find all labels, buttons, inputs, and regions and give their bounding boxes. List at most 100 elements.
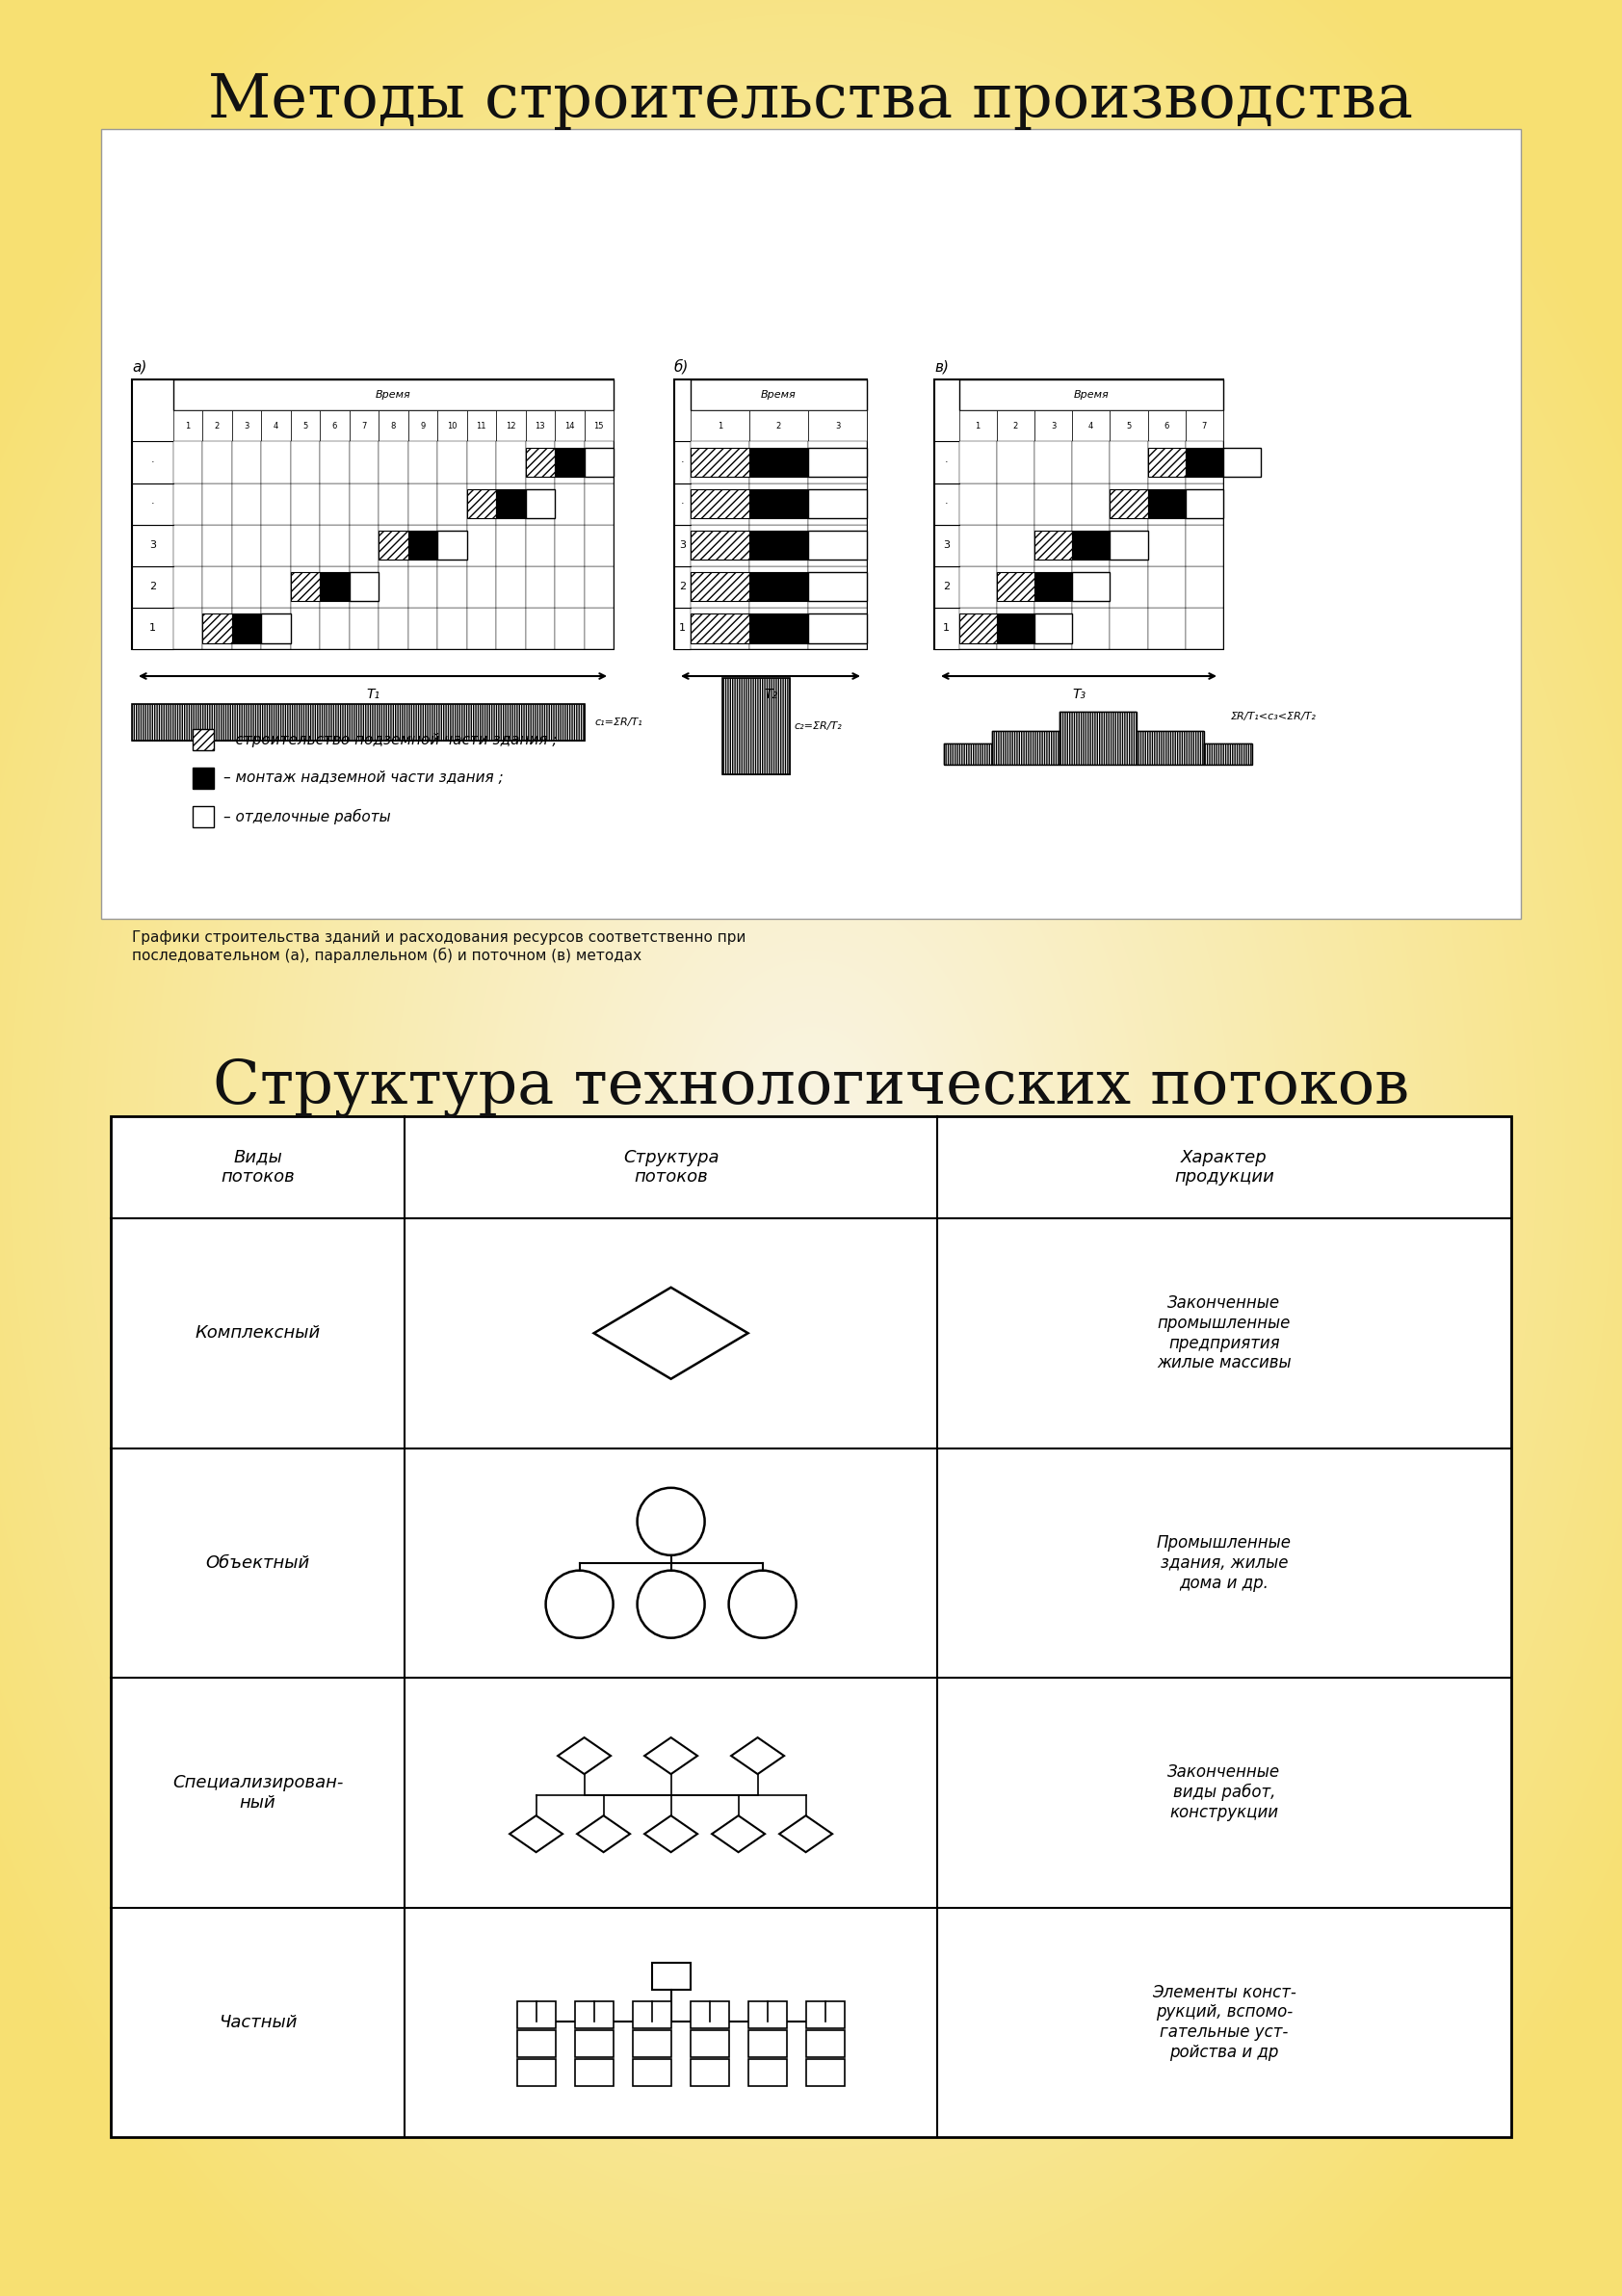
Text: ·: · — [151, 457, 154, 466]
Bar — [203, 523, 232, 567]
Text: 5: 5 — [1126, 422, 1131, 429]
Bar — [749, 572, 808, 602]
Bar — [691, 482, 749, 523]
Text: ·: · — [946, 498, 949, 510]
Bar — [808, 523, 866, 567]
Text: 2: 2 — [680, 581, 686, 592]
Bar — [959, 482, 996, 523]
Bar — [261, 411, 290, 441]
Bar — [290, 567, 320, 608]
Bar — [1035, 567, 1072, 608]
Bar — [496, 489, 526, 519]
Bar — [808, 441, 866, 482]
Bar — [1035, 530, 1072, 560]
Bar — [131, 379, 613, 650]
Text: 2: 2 — [214, 422, 219, 429]
Bar — [808, 613, 866, 643]
Bar — [806, 2002, 845, 2027]
Bar — [526, 567, 555, 608]
Polygon shape — [644, 1816, 697, 1853]
Text: 14: 14 — [564, 422, 574, 429]
Bar — [584, 608, 613, 650]
Bar — [633, 2002, 672, 2027]
Bar — [691, 448, 749, 478]
Text: 3: 3 — [680, 540, 686, 551]
Text: Структура технологических потоков: Структура технологических потоков — [212, 1058, 1410, 1118]
Bar — [1059, 712, 1137, 765]
Text: 1: 1 — [149, 625, 156, 634]
Bar — [749, 523, 808, 567]
Bar — [1148, 411, 1186, 441]
Bar — [378, 411, 407, 441]
Bar — [1035, 608, 1072, 650]
Bar — [496, 411, 526, 441]
Bar — [1109, 608, 1148, 650]
Bar — [467, 411, 496, 441]
Text: 1: 1 — [680, 625, 686, 634]
Bar — [691, 567, 749, 608]
Bar — [1148, 523, 1186, 567]
Bar — [722, 677, 790, 774]
Bar — [748, 2030, 787, 2057]
Bar — [526, 482, 555, 523]
Bar — [378, 482, 407, 523]
Text: 4: 4 — [272, 422, 279, 429]
Bar — [261, 441, 290, 482]
Bar — [1035, 572, 1072, 602]
Bar — [320, 572, 349, 602]
Bar — [110, 1116, 1512, 2138]
Text: T₃: T₃ — [1072, 687, 1085, 700]
Text: Частный: Частный — [219, 2014, 297, 2032]
Circle shape — [545, 1570, 613, 1637]
Bar — [691, 411, 749, 441]
Polygon shape — [732, 1738, 783, 1775]
Bar — [320, 608, 349, 650]
Bar — [290, 608, 320, 650]
Bar — [261, 482, 290, 523]
Text: Время: Время — [1074, 390, 1109, 400]
Text: 3: 3 — [149, 540, 156, 551]
Bar — [1035, 441, 1072, 482]
Bar — [232, 523, 261, 567]
Bar — [526, 441, 555, 482]
Bar — [131, 705, 584, 742]
Bar — [808, 530, 866, 560]
Bar — [320, 411, 349, 441]
Bar — [691, 613, 749, 643]
Bar — [232, 411, 261, 441]
Bar — [1148, 441, 1186, 482]
Text: T₁: T₁ — [367, 687, 380, 700]
Bar — [467, 608, 496, 650]
Bar — [691, 530, 749, 560]
Text: 13: 13 — [535, 422, 545, 429]
Text: 2: 2 — [777, 422, 782, 429]
Bar — [691, 2060, 728, 2087]
Text: 2: 2 — [149, 581, 156, 592]
Bar — [934, 608, 959, 650]
Text: Промышленные
здания, жилые
дома и др.: Промышленные здания, жилые дома и др. — [1156, 1534, 1291, 1591]
Bar — [584, 482, 613, 523]
Bar — [584, 448, 613, 478]
Bar — [1186, 441, 1223, 482]
Bar — [806, 2060, 845, 2087]
Bar — [749, 482, 808, 523]
Bar — [349, 411, 378, 441]
Bar — [1186, 567, 1223, 608]
Text: 6: 6 — [1165, 422, 1169, 429]
Bar — [722, 677, 790, 774]
Bar — [555, 523, 584, 567]
Text: 9: 9 — [420, 422, 425, 429]
Text: 3: 3 — [835, 422, 840, 429]
Bar — [1072, 608, 1109, 650]
Bar — [691, 608, 749, 650]
Bar — [1109, 489, 1148, 519]
Text: – отделочные работы: – отделочные работы — [224, 808, 391, 824]
Bar — [174, 567, 203, 608]
Text: Графики строительства зданий и расходования ресурсов соответственно при
последов: Графики строительства зданий и расходова… — [131, 930, 746, 962]
Bar — [959, 411, 996, 441]
Bar — [290, 572, 320, 602]
Text: c₁=ΣR/T₁: c₁=ΣR/T₁ — [594, 716, 642, 728]
Bar — [584, 441, 613, 482]
Bar — [934, 567, 959, 608]
Bar — [378, 567, 407, 608]
